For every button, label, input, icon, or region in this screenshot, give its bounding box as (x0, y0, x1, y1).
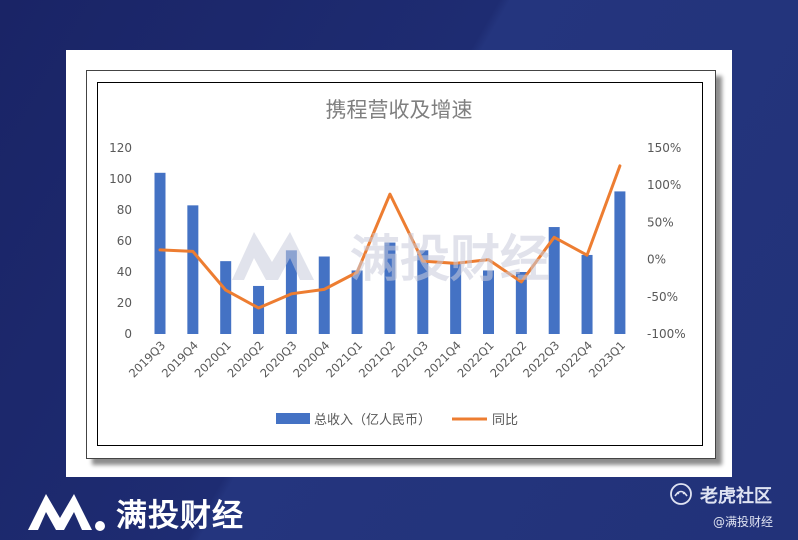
revenue-bar (581, 254, 593, 334)
revenue-bar (154, 172, 166, 334)
revenue-bars (154, 172, 626, 334)
revenue-bar (384, 242, 396, 334)
left-tick-label: 20 (117, 296, 132, 310)
author-handle: @满投财经 (713, 515, 774, 529)
chart-title: 携程营收及增速 (326, 98, 473, 122)
left-tick-label: 40 (117, 265, 132, 279)
brand-name: 满投财经 (116, 498, 244, 534)
community-name: 老虎社区 (700, 486, 772, 507)
right-axis: -100% -50% 0% 50% 100% 150% (647, 141, 686, 341)
right-tick-label: -100% (647, 327, 686, 341)
brand-logo-icon (28, 494, 105, 531)
revenue-bar (515, 272, 527, 334)
revenue-bar (351, 270, 363, 334)
revenue-bar (548, 227, 560, 334)
legend-label-revenue: 总收入（亿人民币） (314, 413, 431, 428)
x-tick-label: 2023Q1 (586, 338, 628, 380)
yoy-line (158, 164, 622, 310)
watermark-text: 满投财经 (350, 230, 550, 288)
x-axis: 2019Q32019Q42020Q12020Q22020Q32020Q42021… (126, 338, 628, 380)
revenue-bar (450, 262, 462, 334)
right-tick-label: 0% (647, 253, 666, 267)
legend-label-yoy: 同比 (492, 413, 518, 428)
left-tick-label: 60 (117, 234, 132, 248)
revenue-bar (285, 250, 297, 334)
right-tick-label: 150% (647, 141, 681, 155)
revenue-bar (253, 285, 265, 334)
right-tick-label: 100% (647, 178, 681, 192)
tiger-community-icon (670, 483, 692, 505)
watermark-logo-icon (232, 232, 314, 280)
revenue-bar (318, 256, 330, 334)
right-tick-label: -50% (647, 290, 678, 304)
revenue-bar (417, 250, 429, 334)
left-axis: 0 20 40 60 80 100 120 (109, 141, 132, 341)
left-tick-label: 120 (109, 141, 132, 155)
left-tick-label: 100 (109, 172, 132, 186)
left-tick-label: 80 (117, 203, 132, 217)
revenue-bar (220, 261, 232, 334)
left-tick-label: 0 (124, 327, 132, 341)
revenue-bar (483, 270, 494, 334)
revenue-bar (187, 205, 199, 334)
watermark: 满投财经 (232, 230, 550, 288)
legend-swatch-revenue (276, 413, 310, 424)
right-tick-label: 50% (647, 215, 674, 229)
legend: 总收入（亿人民币） 同比 (276, 413, 518, 428)
revenue-bar (614, 191, 626, 334)
